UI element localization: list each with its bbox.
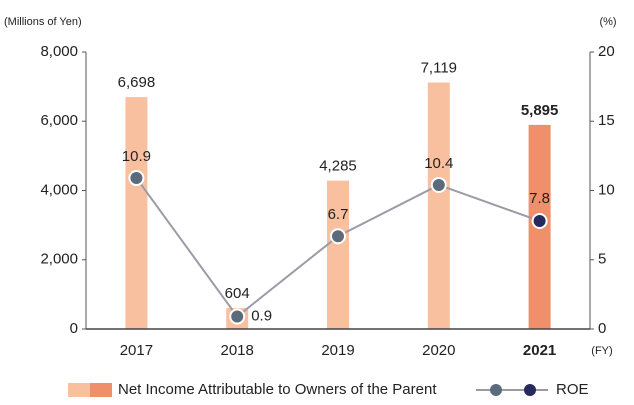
y-tick-label: 8,000 [40, 43, 78, 60]
x-tick-label: 2019 [321, 342, 354, 359]
bar [125, 97, 148, 329]
y-axis-label: (Millions of Yen) [4, 16, 82, 28]
roe-value-label: 0.9 [251, 308, 272, 325]
roe-marker [128, 170, 145, 187]
bar-value-label: 4,285 [319, 158, 357, 175]
legend-swatch [90, 383, 112, 397]
y-tick-label: 4,000 [40, 181, 78, 198]
y2-tick-label: 20 [598, 43, 615, 60]
legend-label: Net Income Attributable to Owners of the… [118, 381, 437, 398]
y-tick-label: 2,000 [40, 251, 78, 268]
legend-label: ROE [556, 381, 589, 398]
y2-tick-label: 15 [598, 112, 615, 129]
x-axis-label: (FY) [591, 345, 612, 357]
roe-marker [430, 176, 447, 193]
legend-marker [524, 384, 536, 396]
roe-marker [229, 308, 246, 325]
y-tick-label: 0 [70, 320, 78, 337]
legend-swatch [68, 383, 90, 397]
roe-value-label: 7.8 [529, 190, 550, 207]
legend-marker [490, 384, 502, 396]
roe-value-label: 10.9 [122, 148, 151, 165]
roe-marker [330, 228, 346, 245]
bar-value-label: 7,119 [421, 59, 457, 76]
x-tick-label: 2017 [120, 342, 153, 359]
bar [427, 82, 450, 329]
roe-value-label: 6.7 [328, 206, 349, 223]
y-tick-label: 6,000 [40, 112, 78, 129]
y2-tick-label: 5 [598, 251, 606, 268]
x-tick-label: 2021 [523, 342, 556, 359]
x-tick-label: 2020 [422, 342, 455, 359]
bar-value-label: 6,698 [118, 74, 156, 91]
x-tick-label: 2018 [221, 342, 254, 359]
y2-axis-label: (%) [599, 16, 616, 28]
bar-value-label: 5,895 [521, 102, 559, 119]
y2-tick-label: 0 [598, 320, 606, 337]
bar-value-label: 604 [225, 285, 250, 302]
roe-marker [531, 212, 548, 229]
bar [327, 180, 349, 329]
roe-value-label: 10.4 [424, 155, 453, 172]
y2-tick-label: 10 [598, 181, 615, 198]
